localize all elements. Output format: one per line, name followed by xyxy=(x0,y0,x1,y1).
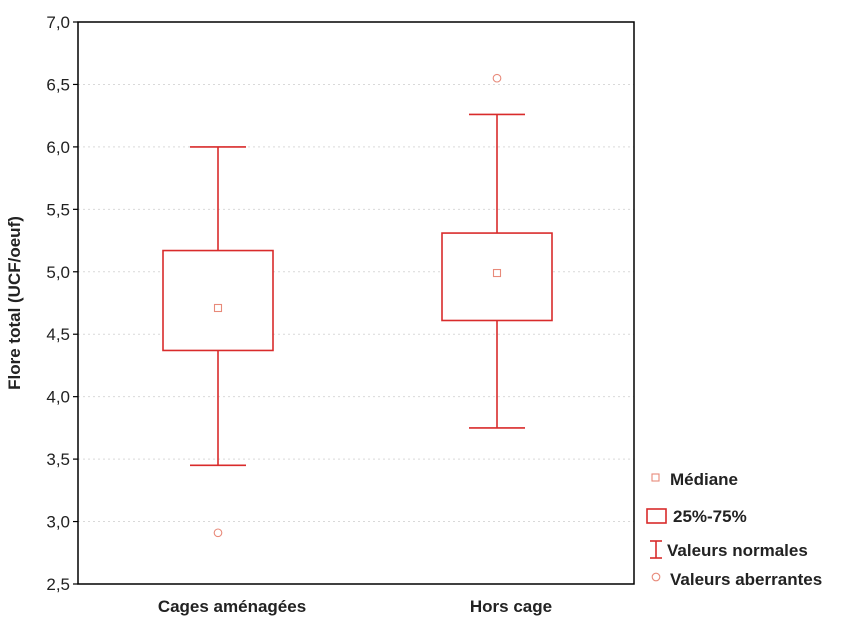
y-tick-label: 4,5 xyxy=(46,325,70,344)
box-group: Hors cage xyxy=(441,73,553,616)
box-group: Cages aménagées xyxy=(158,146,306,616)
legend-item-whisker: Valeurs normales xyxy=(650,540,808,560)
y-tick-label: 5,0 xyxy=(46,263,70,282)
plot-frame xyxy=(77,21,635,585)
legend-box-icon xyxy=(646,508,667,524)
y-tick-label: 3,0 xyxy=(46,513,70,532)
median-marker xyxy=(492,268,502,278)
legend-median-icon xyxy=(651,473,660,482)
y-tick-label: 3,5 xyxy=(46,450,70,469)
median-marker xyxy=(213,303,223,313)
legend-outlier-icon xyxy=(651,572,661,582)
iqr-box xyxy=(162,249,274,352)
y-tick-label: 7,0 xyxy=(46,13,70,32)
legend-label: 25%-75% xyxy=(673,507,747,526)
legend-item-median: Médiane xyxy=(651,470,738,489)
category-label: Hors cage xyxy=(470,597,552,616)
box-series: Cages aménagées Hors cage xyxy=(158,73,553,616)
legend-item-outlier: Valeurs aberrantes xyxy=(651,570,822,589)
legend-label: Valeurs aberrantes xyxy=(670,570,822,589)
y-tick-label: 2,5 xyxy=(46,575,70,594)
legend: Médiane 25%-75% Valeurs normales Valeurs ab… xyxy=(646,470,822,589)
y-tick-label: 6,0 xyxy=(46,138,70,157)
y-axis-label: Flore total (UCF/oeuf) xyxy=(5,216,24,390)
y-tick-label: 5,5 xyxy=(46,200,70,219)
outlier-point xyxy=(213,528,223,538)
outlier-point xyxy=(492,73,502,83)
y-tick-label: 4,0 xyxy=(46,388,70,407)
y-tick-label: 6,5 xyxy=(46,75,70,94)
y-axis: 2,5 3,0 3,5 4,0 4,5 5,0 5,5 6,0 6,5 7,0 xyxy=(46,13,78,594)
legend-label: Valeurs normales xyxy=(667,541,808,560)
category-label: Cages aménagées xyxy=(158,597,306,616)
legend-label: Médiane xyxy=(670,470,738,489)
legend-item-box: 25%-75% xyxy=(646,507,747,526)
